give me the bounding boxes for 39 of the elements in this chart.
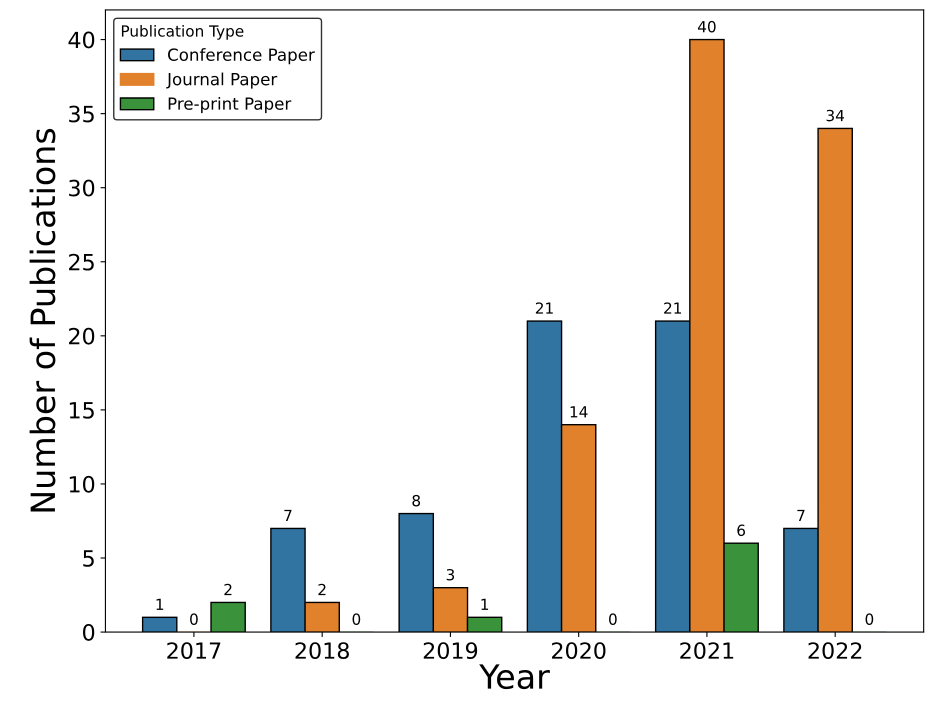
data-label: 7 xyxy=(284,510,292,522)
legend-label: Conference Paper xyxy=(168,48,315,64)
y-tick-label: 25 xyxy=(69,254,94,271)
data-label: 1 xyxy=(481,598,488,610)
x-tick-label: 2021 xyxy=(680,642,734,660)
x-tick-label: 2018 xyxy=(296,642,349,660)
data-label: 6 xyxy=(737,524,746,536)
legend-label: Journal Paper xyxy=(166,72,278,89)
x-tick-label: 2020 xyxy=(552,642,606,660)
x-tick-label: 2022 xyxy=(808,642,862,660)
legend-title: Publication Type xyxy=(122,24,244,40)
data-label: 21 xyxy=(536,302,553,314)
y-tick-label: 10 xyxy=(70,476,94,493)
legend-label: Pre-print Paper xyxy=(168,97,292,114)
y-tick-label: 20 xyxy=(69,328,94,345)
data-label: 40 xyxy=(698,20,716,32)
data-label: 14 xyxy=(570,406,588,418)
y-tick-label: 15 xyxy=(70,402,94,419)
data-label: 3 xyxy=(446,568,454,581)
x-axis-title: Year xyxy=(479,664,550,690)
data-label: 2 xyxy=(224,584,232,596)
data-label: 0 xyxy=(352,613,360,625)
data-label: 2 xyxy=(318,584,326,596)
data-label: 8 xyxy=(412,494,420,506)
y-tick-label: 0 xyxy=(83,624,94,641)
y-tick-label: 5 xyxy=(83,550,94,567)
data-label: 0 xyxy=(866,613,874,625)
y-tick-label: 30 xyxy=(69,180,94,196)
data-label: 1 xyxy=(156,598,164,610)
data-label: 0 xyxy=(190,613,198,625)
data-label: 21 xyxy=(664,302,682,314)
y-tick-label: 40 xyxy=(68,32,94,48)
x-tick-label: 2019 xyxy=(424,642,478,660)
data-label: 7 xyxy=(797,510,805,522)
data-label: 34 xyxy=(826,110,844,122)
data-label: 0 xyxy=(609,613,617,625)
y-tick-label: 35 xyxy=(69,106,94,122)
y-axis-title: Number of Publications xyxy=(30,128,56,512)
x-tick-label: 2017 xyxy=(167,642,220,660)
